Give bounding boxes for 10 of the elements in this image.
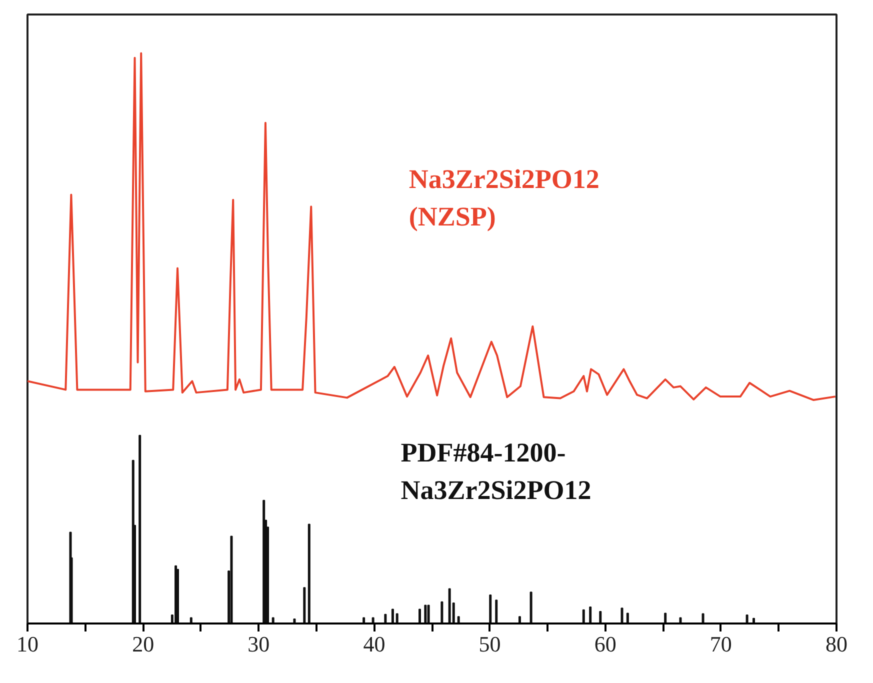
text: PDF#84-1200- Na3Zr2Si2PO12 xyxy=(400,438,592,506)
text: Na3Zr2Si2PO12 (NZSP) xyxy=(408,164,600,232)
x-tick-label: 60 xyxy=(594,632,616,656)
x-tick-label: 80 xyxy=(826,632,848,656)
x-tick-label: 70 xyxy=(710,632,732,656)
x-tick-label: 10 xyxy=(16,632,38,656)
x-tick-label: 30 xyxy=(248,632,270,656)
x-tick-label: 20 xyxy=(132,632,154,656)
x-tick-label: 50 xyxy=(478,632,501,656)
x-tick-label: 40 xyxy=(363,632,386,656)
